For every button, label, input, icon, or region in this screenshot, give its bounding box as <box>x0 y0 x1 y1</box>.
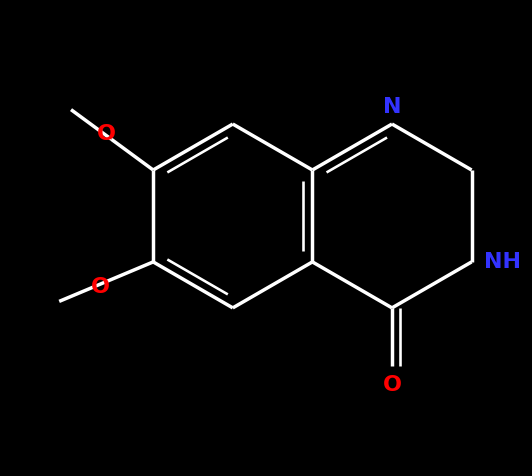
Text: N: N <box>383 98 401 118</box>
Text: O: O <box>91 277 110 297</box>
Text: O: O <box>383 375 402 395</box>
Text: NH: NH <box>484 252 521 272</box>
Text: O: O <box>97 124 116 144</box>
